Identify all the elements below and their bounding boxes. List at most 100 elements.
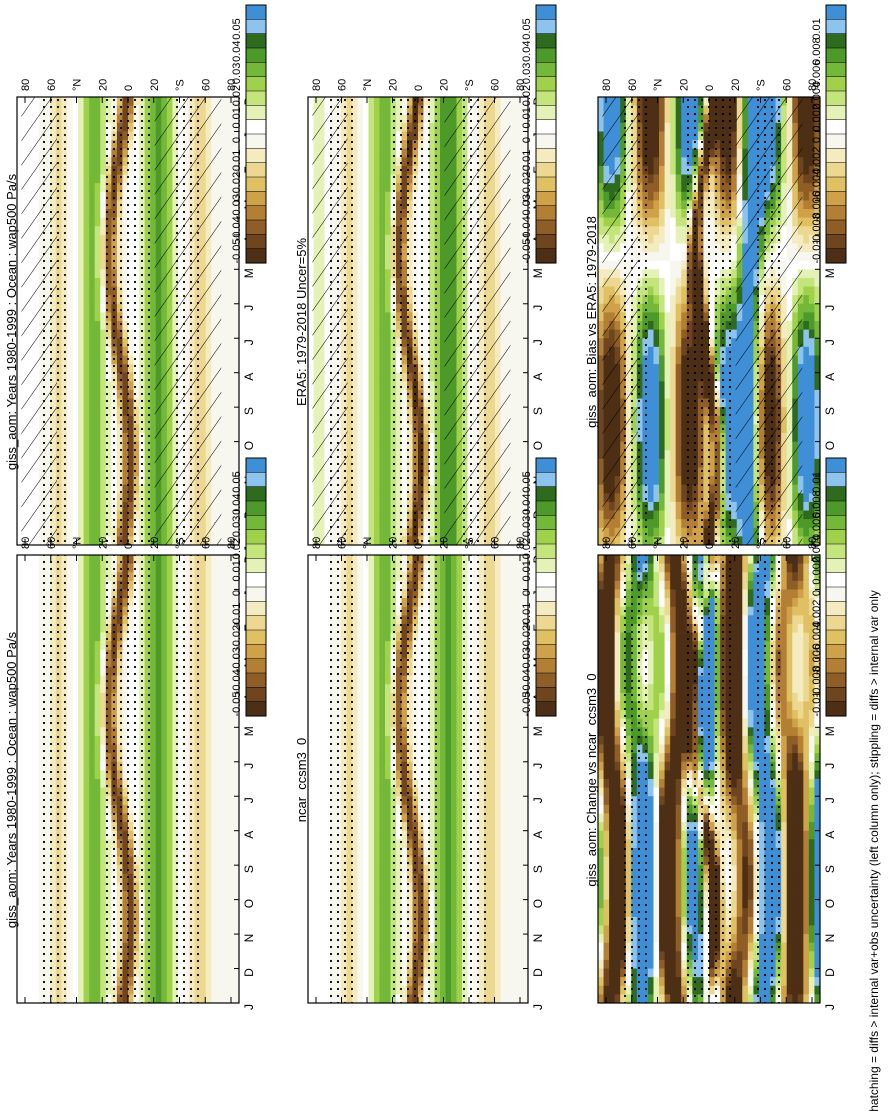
heatmap-cell	[357, 260, 364, 270]
heatmap-cell	[440, 295, 446, 305]
heatmap-cell	[66, 441, 73, 451]
heatmap-cell	[94, 260, 101, 270]
colorbar-label: -0.03	[231, 194, 243, 219]
heatmap-cell	[374, 226, 380, 236]
heatmap-cell	[227, 467, 234, 477]
heatmap-cell	[374, 165, 380, 175]
heatmap-cell	[659, 226, 665, 236]
heatmap-cell	[83, 424, 90, 434]
heatmap-cell	[94, 364, 101, 374]
heatmap-cell	[664, 312, 671, 322]
heatmap-cell	[511, 519, 518, 529]
heatmap-cell	[511, 364, 518, 374]
heatmap-cell	[72, 157, 79, 167]
heatmap-cell	[222, 131, 229, 141]
heatmap-cell	[227, 441, 234, 451]
heatmap-cell	[78, 217, 84, 227]
heatmap-cell	[150, 157, 157, 167]
heatmap-cell	[94, 407, 101, 417]
heatmap-cell	[659, 140, 665, 150]
heatmap-cell	[598, 338, 604, 348]
heatmap-cell	[522, 527, 529, 537]
heatmap-cell	[150, 321, 157, 331]
heatmap-cell	[670, 174, 677, 184]
heatmap-cell	[368, 277, 375, 287]
heatmap-cell	[440, 381, 446, 391]
lat-tick-label: 80	[515, 79, 527, 91]
heatmap-cell	[374, 450, 380, 460]
heatmap-cell	[522, 226, 529, 236]
heatmap-cell	[598, 122, 604, 132]
heatmap-cell	[233, 183, 240, 193]
heatmap-cell	[659, 277, 665, 287]
heatmap-cell	[83, 389, 90, 399]
heatmap-cell	[647, 381, 654, 391]
heatmap-cell	[664, 122, 671, 132]
heatmap-cell	[374, 174, 380, 184]
heatmap-cell	[89, 519, 96, 529]
heatmap-cell	[94, 295, 101, 305]
heatmap-cell	[357, 493, 364, 503]
heatmap-cell	[357, 329, 364, 339]
heatmap-cell	[653, 510, 660, 520]
heatmap-cell	[385, 183, 391, 193]
heatmap-cell	[598, 252, 604, 262]
heatmap-cell	[522, 114, 529, 124]
heatmap-cell	[511, 536, 518, 546]
heatmap-cell	[66, 536, 73, 546]
heatmap-cell	[17, 329, 23, 339]
heatmap-cell	[511, 252, 518, 262]
heatmap-cell	[94, 527, 101, 537]
heatmap-cell	[363, 122, 369, 132]
heatmap-cell	[233, 105, 240, 115]
heatmap-cell	[72, 131, 79, 141]
heatmap-cell	[78, 450, 84, 460]
heatmap-cell	[670, 131, 677, 141]
heatmap-cell	[66, 97, 73, 107]
heatmap-cell	[659, 476, 665, 486]
heatmap-cell	[511, 389, 518, 399]
heatmap-cell	[379, 433, 386, 443]
heatmap-cell	[598, 501, 604, 511]
heatmap-cell	[66, 140, 73, 150]
heatmap-cell	[308, 467, 314, 477]
heatmap-cell	[363, 148, 369, 158]
colorbar-swatch	[245, 47, 267, 63]
heatmap-cell	[368, 501, 375, 511]
heatmap-cell	[659, 519, 665, 529]
heatmap-cell	[66, 467, 73, 477]
heatmap-cell	[517, 321, 523, 331]
heatmap-cell	[659, 157, 665, 167]
heatmap-cell	[227, 312, 234, 322]
heatmap-cell	[368, 200, 375, 210]
heatmap-cell	[653, 501, 660, 511]
month-tick-label: O	[242, 441, 256, 450]
heatmap-cell	[598, 364, 604, 374]
heatmap-cell	[66, 114, 73, 124]
heatmap-cell	[222, 148, 229, 158]
heatmap-cell	[379, 165, 386, 175]
heatmap-cell	[17, 433, 23, 443]
heatmap-cell	[357, 312, 364, 322]
heatmap-cell	[94, 467, 101, 477]
heatmap-cell	[379, 476, 386, 486]
heatmap-cell	[374, 484, 380, 494]
heatmap-cell	[363, 510, 369, 520]
heatmap-cell	[72, 174, 79, 184]
heatmap-cell	[227, 252, 234, 262]
heatmap-cell	[647, 355, 654, 365]
heatmap-cell	[647, 165, 654, 175]
heatmap-cell	[653, 484, 660, 494]
heatmap-cell	[664, 252, 671, 262]
heatmap-cell	[379, 407, 386, 417]
heatmap-cell	[368, 252, 375, 262]
heatmap-cell	[357, 217, 364, 227]
heatmap-cell	[357, 338, 364, 348]
heatmap-cell	[598, 519, 604, 529]
heatmap-cell	[670, 286, 677, 296]
heatmap-cell	[670, 433, 677, 443]
heatmap-cell	[83, 200, 90, 210]
heatmap-cell	[17, 295, 23, 305]
lat-tick-label: 20	[439, 79, 451, 91]
